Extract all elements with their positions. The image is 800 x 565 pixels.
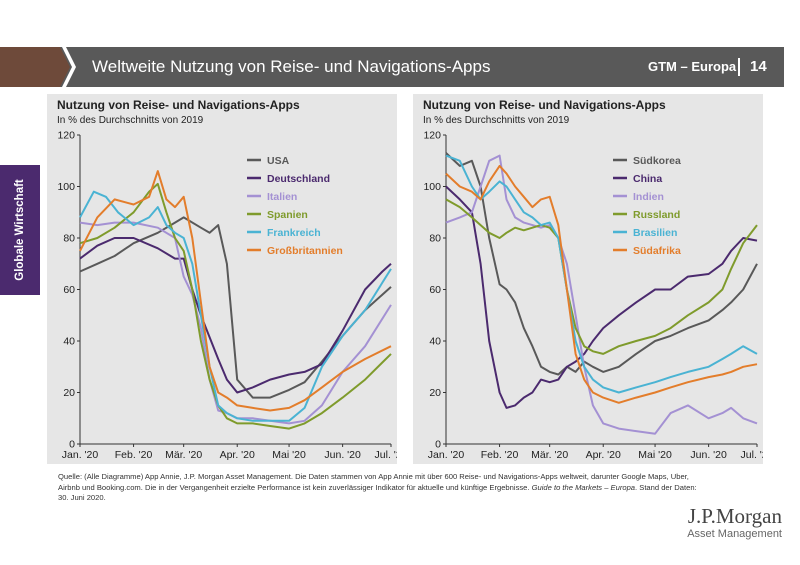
line-chart-left: 0 20 40 60 80 100 120 Jan. '20 Feb. '20 Mär. '20 A… xyxy=(57,130,397,462)
legend-label: Russland xyxy=(633,209,680,221)
side-tab: Globale Wirtschaft xyxy=(0,165,40,295)
series-line xyxy=(445,198,758,355)
series-line xyxy=(445,152,758,376)
page-title: Weltweite Nutzung von Reise- und Navigat… xyxy=(92,57,491,76)
legend-label: Indien xyxy=(633,191,664,203)
legend-label: Italien xyxy=(267,191,297,203)
y-tick-label: 80 xyxy=(63,233,75,245)
logo: J.P.Morgan Asset Management xyxy=(672,505,782,541)
y-tick-label: 40 xyxy=(429,336,441,348)
x-tick-label: Apr. '20 xyxy=(220,449,255,461)
legend-label: Frankreich xyxy=(267,227,321,239)
y-tick-label: 0 xyxy=(69,439,75,451)
x-tick-label: Jul. '20 xyxy=(741,449,763,461)
region-label: GTM – Europa xyxy=(648,59,737,74)
y-tick-label: 0 xyxy=(435,439,441,451)
series-line xyxy=(445,185,758,409)
series-line xyxy=(79,221,392,425)
series-line xyxy=(79,170,392,412)
chart-panel-left: Nutzung von Reise- und Navigations-Apps … xyxy=(47,94,397,464)
chart-subtitle: In % des Durchschnitts von 2019 xyxy=(423,115,570,126)
chart-title: Nutzung von Reise- und Navigations-Apps xyxy=(423,98,666,112)
chart-panel-right: Nutzung von Reise- und Navigations-Apps … xyxy=(413,94,763,464)
x-tick-label: Jan. '20 xyxy=(62,449,99,461)
chart-title: Nutzung von Reise- und Navigations-Apps xyxy=(57,98,300,112)
x-tick-label: Jun. '20 xyxy=(690,449,727,461)
chart-subtitle: In % des Durchschnitts von 2019 xyxy=(57,115,204,126)
legend-label: Deutschland xyxy=(267,173,330,185)
header-background xyxy=(0,47,784,87)
x-tick-label: Jan. '20 xyxy=(428,449,465,461)
page-number: 14 xyxy=(750,58,767,75)
x-tick-label: Jun. '20 xyxy=(324,449,361,461)
legend-label: Großbritannien xyxy=(267,245,343,257)
x-tick-label: Mär. '20 xyxy=(531,449,568,461)
legend-label: Brasilien xyxy=(633,227,677,239)
y-tick-label: 60 xyxy=(429,284,441,296)
x-tick-label: Mai '20 xyxy=(272,449,306,461)
y-tick-label: 40 xyxy=(63,336,75,348)
x-tick-label: Feb. '20 xyxy=(115,449,153,461)
legend-label: China xyxy=(633,173,662,185)
legend-label: USA xyxy=(267,155,290,167)
header-divider xyxy=(738,58,740,76)
legend-label: Südkorea xyxy=(633,155,681,167)
logo-wordmark: J.P.Morgan xyxy=(687,504,782,528)
x-tick-label: Jul. '20 xyxy=(375,449,397,461)
chevron-icon xyxy=(0,47,76,87)
footnote: Quelle: (Alle Diagramme) App Annie, J.P.… xyxy=(58,472,698,504)
legend-label: Südafrika xyxy=(633,245,681,257)
y-tick-label: 100 xyxy=(423,181,441,193)
y-tick-label: 20 xyxy=(63,387,75,399)
footnote-date: . Stand der Daten: 30. Juni 2020. xyxy=(58,482,697,503)
x-tick-label: Feb. '20 xyxy=(481,449,519,461)
x-tick-label: Mai '20 xyxy=(638,449,672,461)
legend-label: Spanien xyxy=(267,209,308,221)
series-line xyxy=(79,190,392,422)
series-line xyxy=(445,164,758,404)
y-tick-label: 60 xyxy=(63,284,75,296)
header-bar: Weltweite Nutzung von Reise- und Navigat… xyxy=(0,47,800,87)
series-line xyxy=(445,154,758,435)
y-tick-label: 120 xyxy=(57,130,75,142)
footnote-main: Quelle: (Alle Diagramme) App Annie, J.P.… xyxy=(58,472,689,492)
side-tab-label: Globale Wirtschaft xyxy=(14,179,26,281)
y-tick-label: 100 xyxy=(57,181,75,193)
y-tick-label: 20 xyxy=(429,387,441,399)
series-line xyxy=(79,237,392,394)
x-tick-label: Mär. '20 xyxy=(165,449,202,461)
logo-subline: Asset Management xyxy=(687,528,782,540)
footnote-guide: Guide to the Markets – Europa xyxy=(531,482,636,492)
y-tick-label: 120 xyxy=(423,130,441,142)
line-chart-right: 0 20 40 60 80 100 120 Jan. '20 Feb. '20 Mär. '20 A… xyxy=(423,130,763,462)
y-tick-label: 80 xyxy=(429,233,441,245)
x-tick-label: Apr. '20 xyxy=(586,449,621,461)
